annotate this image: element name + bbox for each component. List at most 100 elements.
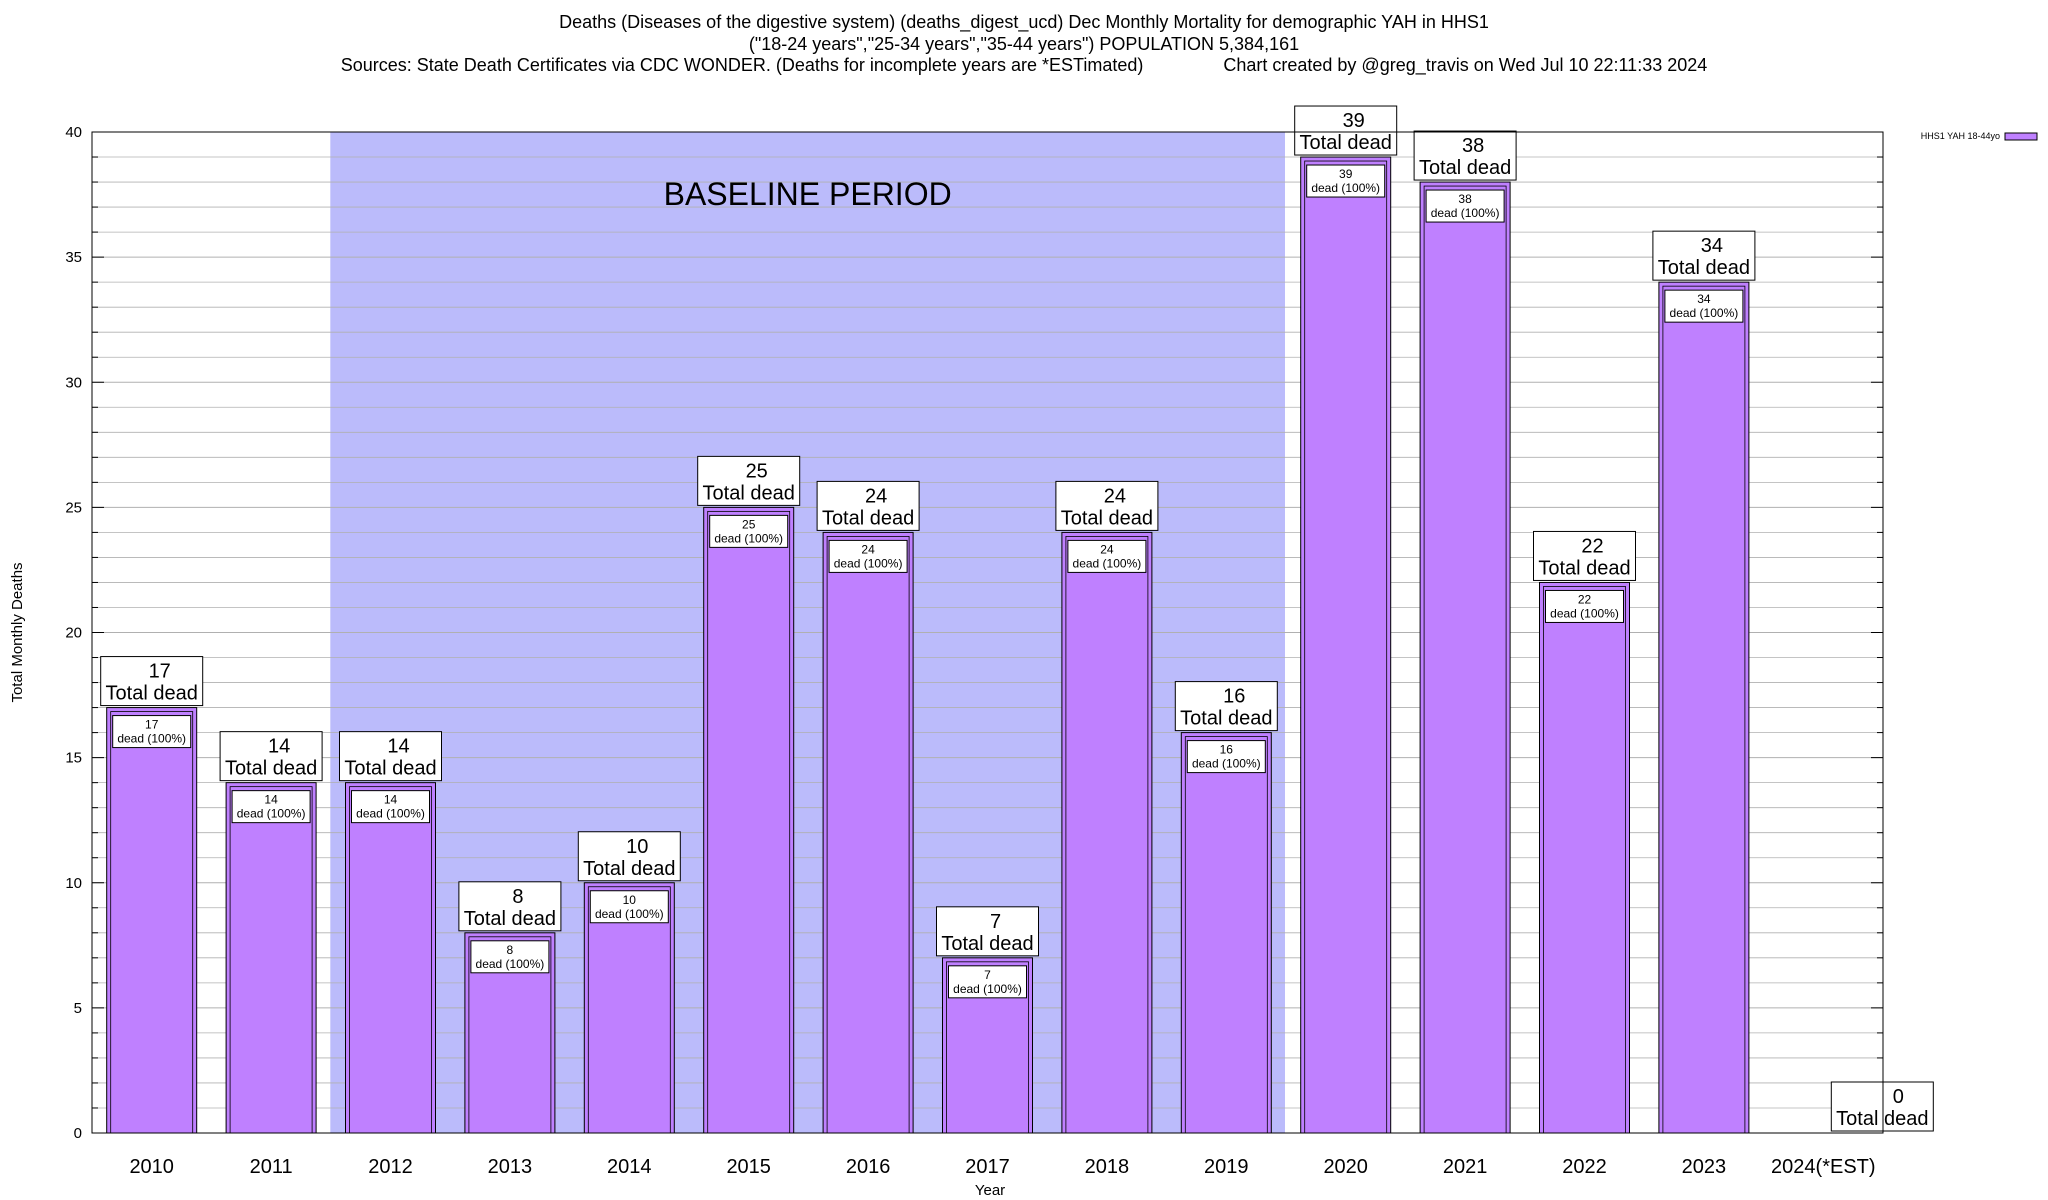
- inner-label-text: dead (100%): [356, 807, 425, 821]
- bar: [345, 782, 436, 1134]
- outer-label-value: 39: [1343, 110, 1365, 132]
- inner-label-value: 34: [1697, 292, 1711, 306]
- outer-label-box: [1055, 480, 1159, 531]
- x-tick-label: 2016: [846, 1156, 891, 1178]
- outer-label-text: Total dead: [106, 683, 198, 705]
- outer-label-box: [219, 731, 323, 782]
- outer-label-value: 24: [865, 485, 887, 507]
- x-tick-label: 2023: [1682, 1156, 1727, 1178]
- inner-label-value: 16: [1220, 743, 1234, 757]
- bar: [703, 506, 795, 1134]
- inner-label-box: [1186, 740, 1266, 774]
- y-tick-label: 35: [65, 249, 82, 266]
- bar: [1180, 732, 1272, 1134]
- x-tick-label: 2019: [1204, 1156, 1249, 1178]
- x-tick-label: 2020: [1323, 1156, 1368, 1178]
- bar: [1061, 531, 1153, 1134]
- x-tick-label: 2012: [368, 1156, 413, 1178]
- x-tick-label: 2014: [607, 1156, 652, 1178]
- legend-label: HHS1 YAH 18-44yo: [1921, 131, 2000, 141]
- x-tick-label: 2018: [1085, 1156, 1130, 1178]
- outer-label-value: 10: [626, 836, 648, 858]
- outer-label-value: 34: [1701, 235, 1723, 257]
- plot-frame: [91, 131, 1884, 1134]
- outer-label-text: Total dead: [1180, 708, 1272, 730]
- inner-label-box: [828, 539, 908, 573]
- outer-label-box: [1174, 681, 1278, 732]
- outer-label-value: 14: [387, 736, 409, 758]
- y-tick-label: 30: [65, 374, 82, 391]
- outer-label-text: Total dead: [225, 758, 317, 780]
- x-tick-label: 2013: [488, 1156, 533, 1178]
- baseline-period-label: BASELINE PERIOD: [664, 176, 952, 212]
- y-tick-label: 25: [65, 499, 82, 516]
- bar: [106, 707, 198, 1134]
- x-tick-label: 2015: [726, 1156, 771, 1178]
- inner-label-box: [1545, 589, 1624, 623]
- outer-label-box: [1294, 105, 1398, 156]
- outer-label-value: 17: [149, 661, 171, 683]
- inner-label-box: [1306, 164, 1386, 198]
- x-axis-title: Year: [975, 1182, 1005, 1199]
- inner-label-value: 38: [1458, 192, 1472, 206]
- inner-label-box: [112, 715, 192, 749]
- inner-label-text: dead (100%): [714, 531, 783, 545]
- outer-label-value: 22: [1581, 535, 1603, 557]
- inner-label-value: 25: [742, 517, 756, 531]
- bar: [1419, 181, 1511, 1134]
- inner-label-text: dead (100%): [117, 732, 186, 746]
- bar: [1658, 281, 1750, 1134]
- outer-label-box: [816, 480, 920, 531]
- inner-label-value: 14: [264, 793, 278, 807]
- inner-label-text: dead (100%): [595, 907, 664, 921]
- outer-label-box: [100, 656, 204, 707]
- bar: [225, 782, 317, 1134]
- inner-label-value: 39: [1339, 167, 1353, 181]
- inner-label-box: [351, 790, 430, 824]
- outer-label-value: 0: [1893, 1086, 1904, 1108]
- inner-label-text: dead (100%): [1073, 556, 1142, 570]
- inner-label-value: 22: [1578, 592, 1592, 606]
- inner-label-value: 7: [984, 968, 991, 982]
- y-tick-label: 15: [65, 750, 82, 767]
- outer-label-box: [458, 881, 562, 932]
- outer-label-text: Total dead: [1061, 507, 1153, 529]
- outer-label-text: Total dead: [941, 933, 1033, 955]
- x-tick-label: 2010: [129, 1156, 174, 1178]
- outer-label-text: Total dead: [822, 507, 914, 529]
- inner-label-text: dead (100%): [476, 957, 545, 971]
- outer-label-text: Total dead: [1658, 257, 1750, 279]
- inner-label-text: dead (100%): [1431, 206, 1500, 220]
- inner-label-text: dead (100%): [1192, 757, 1261, 771]
- outer-label-text: Total dead: [464, 908, 556, 930]
- inner-label-text: dead (100%): [237, 807, 306, 821]
- inner-label-text: dead (100%): [834, 556, 903, 570]
- y-tick-label: 10: [65, 875, 82, 892]
- chart-title: Deaths (Diseases of the digestive system…: [559, 12, 1489, 32]
- outer-label-box: [1533, 530, 1636, 581]
- x-tick-label: 2022: [1562, 1156, 1607, 1178]
- outer-label-value: 7: [990, 911, 1001, 933]
- outer-label-text: Total dead: [583, 858, 675, 880]
- outer-label-value: 38: [1462, 135, 1484, 157]
- outer-label-value: 24: [1104, 485, 1126, 507]
- outer-label-box: [1413, 130, 1517, 181]
- bar: [822, 531, 914, 1134]
- inner-label-value: 14: [384, 793, 398, 807]
- inner-label-value: 24: [1100, 542, 1114, 556]
- inner-label-box: [948, 965, 1027, 999]
- outer-label-value: 25: [746, 460, 768, 482]
- inner-label-box: [1664, 289, 1744, 323]
- bar: [1300, 156, 1392, 1134]
- y-tick-label: 20: [65, 625, 82, 642]
- outer-label-box: [1830, 1081, 1934, 1132]
- inner-label-value: 17: [145, 718, 159, 732]
- inner-label-text: dead (100%): [953, 982, 1022, 996]
- bar: [1539, 581, 1630, 1134]
- outer-label-box: [1652, 230, 1756, 281]
- inner-label-box: [589, 890, 669, 924]
- outer-label-value: 16: [1223, 686, 1245, 708]
- outer-label-box: [697, 455, 801, 506]
- inner-label-value: 10: [623, 893, 637, 907]
